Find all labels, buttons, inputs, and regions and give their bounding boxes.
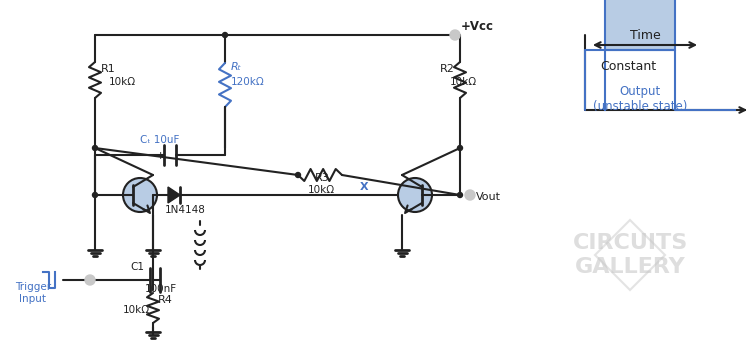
Text: Output
(unstable state): Output (unstable state) xyxy=(592,85,687,113)
Text: R2: R2 xyxy=(440,64,454,74)
Circle shape xyxy=(296,173,301,177)
Text: C1: C1 xyxy=(130,262,144,272)
Circle shape xyxy=(458,193,463,197)
Text: 120kΩ: 120kΩ xyxy=(231,77,265,87)
Circle shape xyxy=(223,33,227,37)
Text: Time: Time xyxy=(630,29,660,42)
Text: 1N4148: 1N4148 xyxy=(165,205,206,215)
Text: Constant: Constant xyxy=(600,60,656,73)
Circle shape xyxy=(398,178,432,212)
FancyBboxPatch shape xyxy=(605,0,675,50)
Text: CIRCUITS
GALLERY: CIRCUITS GALLERY xyxy=(572,233,688,276)
Text: Trigger
Input: Trigger Input xyxy=(15,282,51,304)
Circle shape xyxy=(92,146,98,150)
Text: 10kΩ: 10kΩ xyxy=(308,185,335,195)
Text: Vout: Vout xyxy=(476,192,501,202)
Polygon shape xyxy=(168,187,180,203)
Circle shape xyxy=(123,178,157,212)
Text: R1: R1 xyxy=(101,64,115,74)
Circle shape xyxy=(450,30,460,40)
Circle shape xyxy=(85,275,95,285)
Text: R4: R4 xyxy=(158,295,172,305)
Circle shape xyxy=(458,146,463,150)
Text: 10kΩ: 10kΩ xyxy=(450,77,477,87)
Text: Cₜ 10uF: Cₜ 10uF xyxy=(140,135,179,145)
Text: Rₜ: Rₜ xyxy=(231,62,242,72)
Text: 100nF: 100nF xyxy=(145,284,177,294)
Circle shape xyxy=(92,193,98,197)
Text: 10kΩ: 10kΩ xyxy=(123,305,150,315)
Text: 10kΩ: 10kΩ xyxy=(109,77,136,87)
Text: X: X xyxy=(360,182,369,192)
Text: +Vcc: +Vcc xyxy=(461,20,494,33)
Text: +: + xyxy=(156,151,165,161)
Circle shape xyxy=(465,190,475,200)
Text: R3: R3 xyxy=(315,173,330,183)
